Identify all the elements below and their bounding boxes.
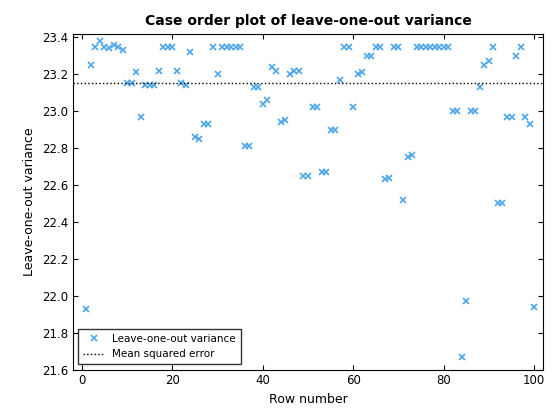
Leave-one-out variance bbox=[174, 68, 180, 73]
Leave-one-out variance bbox=[318, 170, 325, 175]
X-axis label: Row number: Row number bbox=[269, 393, 347, 406]
Title: Case order plot of leave-one-out variance: Case order plot of leave-one-out varianc… bbox=[144, 14, 472, 28]
Leave-one-out variance bbox=[354, 72, 361, 77]
Leave-one-out variance bbox=[83, 306, 90, 311]
Mean squared error bbox=[78, 81, 85, 86]
Leave-one-out variance bbox=[531, 304, 538, 310]
Mean squared error bbox=[83, 81, 90, 86]
Y-axis label: Leave-one-out variance: Leave-one-out variance bbox=[23, 127, 36, 276]
Leave-one-out variance bbox=[517, 44, 524, 49]
Leave-one-out variance bbox=[192, 134, 198, 139]
Line: Leave-one-out variance: Leave-one-out variance bbox=[83, 37, 538, 360]
Leave-one-out variance bbox=[459, 354, 465, 359]
Leave-one-out variance bbox=[96, 39, 103, 44]
Leave-one-out variance bbox=[503, 114, 510, 119]
Legend: Leave-one-out variance, Mean squared error: Leave-one-out variance, Mean squared err… bbox=[78, 329, 241, 365]
